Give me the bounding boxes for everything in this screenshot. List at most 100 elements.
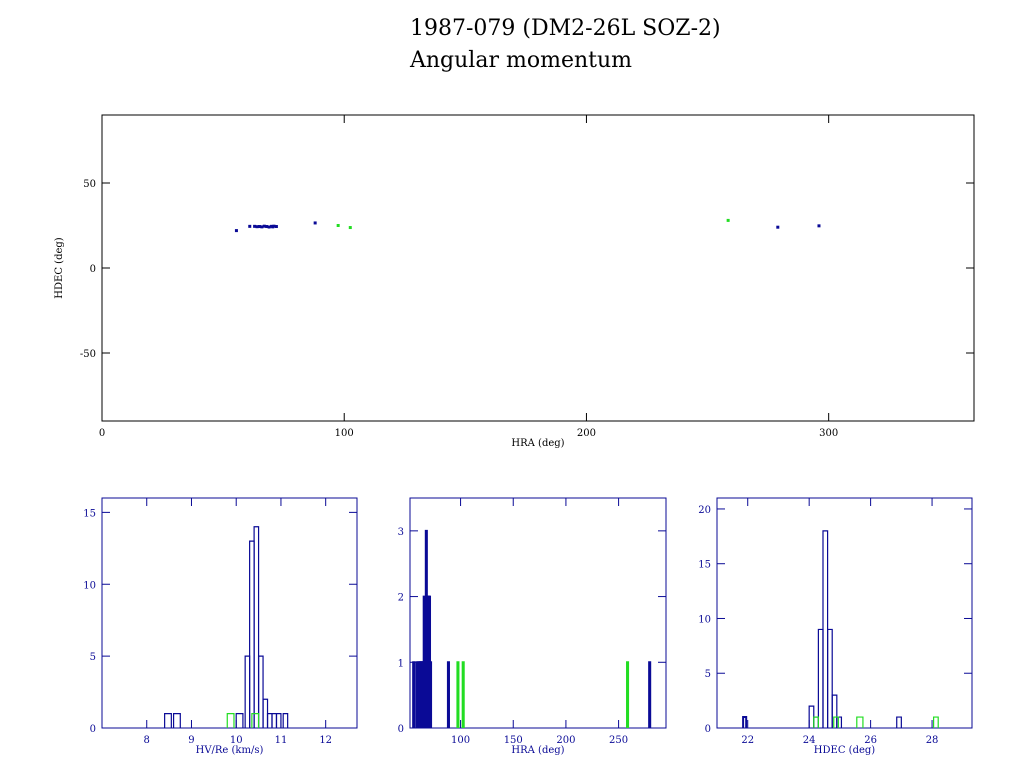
y-axis-label: HDEC (deg) xyxy=(54,237,65,298)
histogram-bin xyxy=(282,713,289,728)
scatter-point xyxy=(348,226,352,230)
x-axis-label: HV/Re (km/s) xyxy=(196,745,264,756)
x-tick-label: 100 xyxy=(451,735,470,746)
histogram-bin xyxy=(456,661,460,728)
histogram-bin xyxy=(249,540,255,728)
histogram-bin xyxy=(275,713,282,728)
histogram-bin xyxy=(833,716,839,728)
histogram-bin xyxy=(244,655,251,728)
x-tick-label: 26 xyxy=(864,735,877,746)
histogram-bin xyxy=(813,716,819,728)
plot-frame xyxy=(101,114,975,422)
chart-title-line2: Angular momentum xyxy=(410,48,632,73)
y-tick-label: 5 xyxy=(90,652,96,663)
x-axis-label: HRA (deg) xyxy=(511,438,564,449)
scatter-point xyxy=(267,225,271,229)
scatter-point xyxy=(336,224,340,227)
y-tick-label: 15 xyxy=(83,508,96,519)
y-tick-label: 0 xyxy=(705,724,711,735)
histogram-bin xyxy=(648,661,652,728)
scatter-point xyxy=(248,224,252,228)
y-tick-label: 15 xyxy=(698,560,711,571)
y-tick-label: 50 xyxy=(83,179,96,190)
histogram-bin xyxy=(271,713,278,728)
y-tick-label: 0 xyxy=(90,264,96,275)
scatter-point xyxy=(234,229,238,233)
x-tick-label: 11 xyxy=(275,735,288,746)
x-tick-label: 100 xyxy=(335,428,354,439)
x-tick-label: 12 xyxy=(319,735,332,746)
histogram-bin xyxy=(172,713,181,728)
y-tick-label: 10 xyxy=(698,614,711,625)
histogram-bin xyxy=(164,713,172,728)
x-tick-label: 28 xyxy=(926,735,939,746)
chart-panel-2: 100 150 200 250 0 1 2 3 HRA (deg) xyxy=(398,497,667,756)
x-tick-label: 8 xyxy=(144,735,150,746)
chart-panel-3: 22 24 26 28 0 5 10 15 20 HDEC (deg) xyxy=(698,497,973,756)
histogram-bin xyxy=(932,716,939,728)
scatter-point xyxy=(726,218,730,222)
x-tick-label: 200 xyxy=(577,428,596,439)
histogram-bin xyxy=(446,661,450,728)
y-tick-label: 0 xyxy=(398,724,404,735)
histogram-bin xyxy=(626,661,630,728)
x-tick-label: 0 xyxy=(99,428,105,439)
x-tick-label: 200 xyxy=(556,735,575,746)
y-tick-label: 1 xyxy=(398,658,404,669)
y-tick-label: 10 xyxy=(83,580,96,591)
scatter-point xyxy=(776,225,780,229)
histogram-bin xyxy=(257,655,264,728)
scatter-point xyxy=(817,224,821,228)
histogram-bin xyxy=(831,694,838,728)
histogram-bin xyxy=(251,713,260,728)
y-tick-label: 0 xyxy=(90,724,96,735)
y-tick-label: -50 xyxy=(80,349,96,360)
x-tick-label: 24 xyxy=(803,735,816,746)
histogram-bin xyxy=(429,661,433,728)
scatter-point xyxy=(313,221,317,225)
histogram-bin xyxy=(412,661,416,728)
y-tick-label: 5 xyxy=(705,669,711,680)
y-tick-label: 2 xyxy=(398,593,404,604)
scatter-point xyxy=(272,224,276,228)
chart-panel-0: 0 100 200 300 -50 0 50 HRA (deg) HDEC (deg) xyxy=(54,114,975,449)
plot-frame xyxy=(101,497,358,729)
histogram-bin xyxy=(813,716,819,728)
x-tick-label: 250 xyxy=(609,735,628,746)
histogram-bin xyxy=(226,713,235,728)
chart-title-line1: 1987-079 (DM2-26L SOZ-2) xyxy=(410,16,721,41)
y-tick-label: 20 xyxy=(698,505,711,516)
x-tick-label: 300 xyxy=(819,428,838,439)
histogram-bin xyxy=(262,698,269,728)
scatter-point xyxy=(262,224,266,228)
histogram-bin xyxy=(742,716,748,728)
x-tick-label: 150 xyxy=(504,735,523,746)
scatter-point xyxy=(265,225,269,229)
histogram-bin xyxy=(808,705,815,728)
histogram-bin xyxy=(856,716,864,728)
x-tick-label: 10 xyxy=(230,735,243,746)
histogram-bin xyxy=(461,661,465,728)
x-axis-label: HRA (deg) xyxy=(511,745,564,756)
histogram-bin xyxy=(836,716,843,728)
scatter-point xyxy=(257,225,261,229)
y-tick-label: 3 xyxy=(398,527,404,538)
x-tick-label: 9 xyxy=(188,735,194,746)
histogram-bin xyxy=(822,530,829,728)
chart-panel-1: 8 9 10 11 12 0 5 10 15 HV/Re (km/s) xyxy=(83,497,358,756)
histogram-bin xyxy=(266,713,273,728)
histogram-bin xyxy=(817,628,824,728)
scatter-point xyxy=(255,225,259,229)
histogram-bin xyxy=(415,661,419,728)
scatter-point xyxy=(274,225,278,229)
scatter-point xyxy=(253,224,257,228)
x-tick-label: 22 xyxy=(741,735,754,746)
histogram-bin xyxy=(896,716,902,728)
histogram-bin xyxy=(253,526,260,728)
x-axis-label: HDEC (deg) xyxy=(814,745,875,756)
histogram-bin xyxy=(827,628,833,728)
histogram-bin xyxy=(235,713,244,728)
plot-frame xyxy=(409,497,667,729)
plot-frame xyxy=(716,497,973,729)
